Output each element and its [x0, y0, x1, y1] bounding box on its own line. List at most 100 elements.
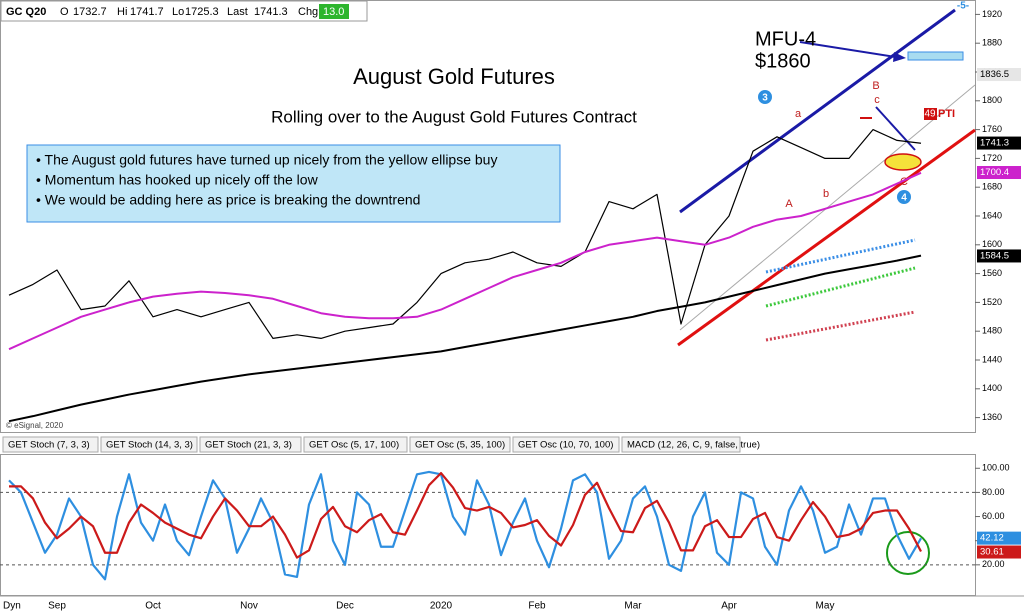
- x-tick-label: Dec: [336, 601, 354, 612]
- annotation: MFU-4: [755, 28, 816, 50]
- price-tag: [977, 166, 1021, 180]
- wave-label: -5-: [957, 1, 969, 12]
- y-tick-label: 20.00: [982, 559, 1005, 569]
- y-tick-label: 1440: [982, 354, 1002, 364]
- x-tick-label: Feb: [528, 601, 546, 612]
- corner-label: Dyn: [3, 601, 21, 612]
- buy-ellipse: [884, 153, 922, 171]
- y-tick-label: 1800: [982, 95, 1002, 105]
- blue-channel: [679, 8, 956, 214]
- tab[interactable]: [2, 436, 99, 453]
- y-tick-label: 100.00: [982, 463, 1010, 473]
- quote-header: GC Q20 O 1732.7 Hi 1741.7 Lo 1725.3 Last…: [0, 0, 368, 22]
- wave-label: a: [795, 108, 802, 120]
- y-tick-label: 1520: [982, 297, 1002, 307]
- wave-label: A: [785, 198, 793, 210]
- x-tick-label: May: [816, 601, 835, 612]
- value: 13.0: [323, 6, 344, 18]
- downtrend: [875, 106, 916, 151]
- series-line: [8, 254, 922, 423]
- x-tick-label: Mar: [624, 601, 642, 612]
- tab[interactable]: [100, 436, 198, 453]
- pti-label: PTI: [938, 108, 955, 120]
- annotation: $1860: [755, 50, 811, 72]
- series-line: [8, 470, 922, 581]
- red-trendline: [677, 128, 976, 347]
- price-tag: [977, 249, 1021, 263]
- y-tick-label: 1400: [982, 383, 1002, 393]
- value: 1741.3: [254, 6, 288, 18]
- price-tag: [977, 68, 1021, 82]
- projection: [765, 266, 916, 308]
- wave-badge: [758, 90, 772, 104]
- y-tick-label: 1880: [982, 38, 1002, 48]
- price-tag-label: 42.12: [980, 533, 1004, 544]
- y-tick-label: 1720: [982, 153, 1002, 163]
- x-tick-label: 2020: [430, 601, 453, 612]
- y-tick-label: 1760: [982, 124, 1002, 134]
- wave-label: b: [823, 188, 829, 200]
- price-tag: [977, 545, 1021, 559]
- price-tag-label: 1700.4: [980, 167, 1009, 178]
- note: • Momentum has hooked up nicely off the …: [36, 172, 319, 188]
- wave-label: B: [872, 80, 879, 92]
- tabs: GET Stoch (7, 3, 3) GET Stoch (14, 3, 3) G…: [2, 436, 760, 453]
- tab-label: GET Stoch (7, 3, 3): [8, 440, 90, 451]
- wave-label: 3: [762, 93, 768, 104]
- value: 1732.7: [73, 6, 107, 18]
- label: Chg: [298, 6, 318, 18]
- x-tick-label: Nov: [240, 601, 258, 612]
- label: O: [60, 6, 69, 18]
- chart-title: August Gold Futures: [353, 64, 555, 89]
- tab-label: GET Stoch (21, 3, 3): [205, 440, 292, 451]
- price-tag-label: 30.61: [980, 547, 1004, 558]
- series-line: [9, 472, 922, 559]
- highlight-circle: [886, 531, 930, 575]
- tab[interactable]: [621, 436, 741, 453]
- wave-label: c: [874, 94, 880, 106]
- tab[interactable]: [303, 436, 408, 453]
- chart-subtitle: Rolling over to the August Gold Futures …: [271, 107, 637, 126]
- label: Lo: [172, 6, 184, 18]
- arrow: [799, 41, 903, 59]
- symbol: GC Q20: [6, 6, 46, 18]
- pti-value: 49: [924, 109, 936, 120]
- price-tag: [977, 136, 1021, 150]
- price-tag: [977, 531, 1021, 545]
- tab-label: GET Stoch (14, 3, 3): [106, 440, 193, 451]
- tab-label: GET Osc (10, 70, 100): [518, 440, 613, 451]
- value: 1725.3: [185, 6, 219, 18]
- value: 1741.7: [130, 6, 164, 18]
- projection: [765, 238, 916, 274]
- y-tick-label: 1360: [982, 412, 1002, 422]
- x-tick-label: Apr: [721, 601, 737, 612]
- header-box: [0, 0, 368, 22]
- y-tick-label: 1600: [982, 239, 1002, 249]
- label: Last: [227, 6, 248, 18]
- tab[interactable]: [512, 436, 620, 453]
- wave-label: 4: [901, 193, 907, 204]
- label: Hi: [117, 6, 127, 18]
- projection: [765, 310, 916, 342]
- series-line: [8, 171, 922, 351]
- price-tag-label: 1836.5: [980, 69, 1009, 80]
- arrow-head: [893, 52, 906, 62]
- y-tick-label: 1560: [982, 268, 1002, 278]
- pti-box: [924, 108, 937, 120]
- tab-label: GET Osc (5, 35, 100): [415, 440, 505, 451]
- wave-badge: [897, 190, 911, 204]
- price-tag-label: 1584.5: [980, 250, 1009, 261]
- y-tick-label: 60.00: [982, 511, 1005, 521]
- y-tick-label: 1680: [982, 182, 1002, 192]
- y-tick-label: 1640: [982, 210, 1002, 220]
- copyright: © eSignal, 2020: [6, 421, 64, 430]
- x-tick-label: Oct: [145, 601, 161, 612]
- x-tick-label: Sep: [48, 601, 66, 612]
- tab[interactable]: [409, 436, 511, 453]
- tab[interactable]: [199, 436, 302, 453]
- note: • The August gold futures have turned up…: [36, 152, 497, 168]
- y-tick-label: 80.00: [982, 487, 1005, 497]
- chg-box: [319, 4, 349, 19]
- y-tick-label: 1480: [982, 326, 1002, 336]
- y-tick-label: 1920: [982, 9, 1002, 19]
